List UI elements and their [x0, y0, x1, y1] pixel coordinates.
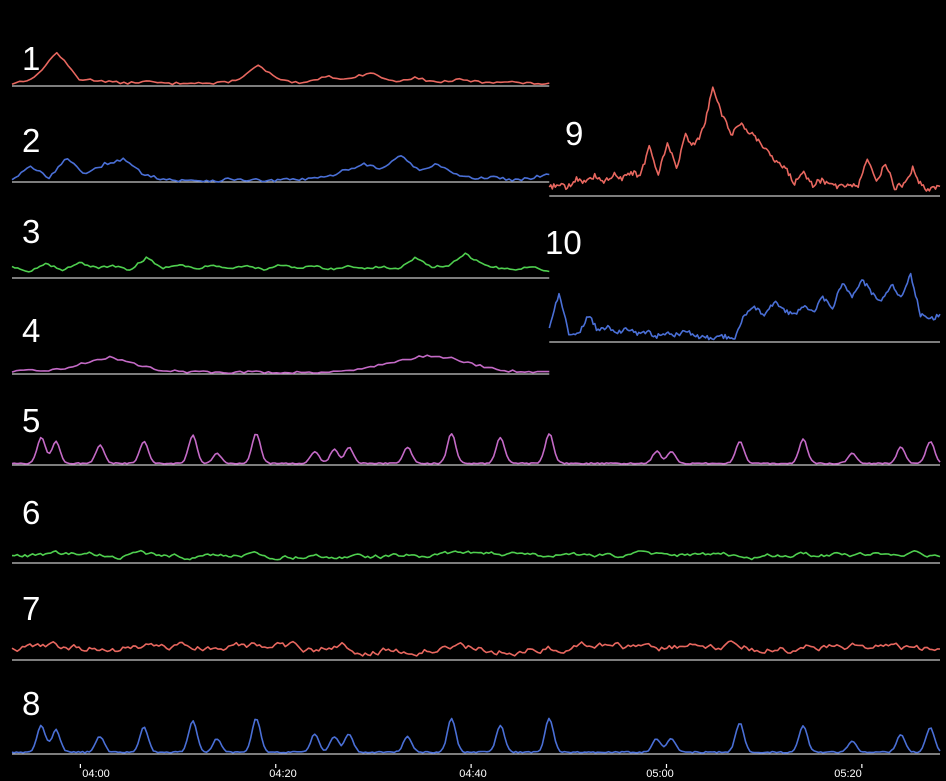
trace-label-8: 8 — [22, 685, 40, 722]
trace-line-2 — [11, 155, 550, 183]
trace-label-4: 4 — [22, 312, 40, 349]
trace-line-4 — [11, 354, 550, 375]
x-axis-ticks: 04:00 04:20 04:40 05:00 05:20 — [82, 768, 862, 780]
trace-line-5 — [11, 433, 941, 465]
trace-label-6: 6 — [22, 494, 40, 531]
trace-line-3 — [11, 252, 550, 273]
trace-label-9: 9 — [565, 115, 583, 152]
x-tick-label: 04:40 — [459, 768, 487, 780]
trace-label-2: 2 — [22, 122, 40, 159]
panels-layer — [11, 51, 941, 768]
x-tick-label: 04:20 — [269, 768, 297, 780]
trace-label-7: 7 — [22, 590, 40, 627]
trace-label-3: 3 — [22, 213, 40, 250]
trace-line-1 — [11, 51, 550, 86]
trace-label-10: 10 — [545, 224, 582, 261]
trace-line-8 — [11, 717, 941, 754]
trace-line-9 — [548, 86, 941, 192]
trace-line-7 — [11, 640, 941, 657]
x-tick-label: 05:20 — [834, 768, 862, 780]
trace-label-1: 1 — [22, 40, 40, 77]
trace-labels: 1 2 3 4 5 6 7 8 9 10 — [22, 40, 583, 722]
trace-label-5: 5 — [22, 402, 40, 439]
x-tick-label: 04:00 — [82, 768, 110, 780]
trace-line-6 — [11, 549, 941, 561]
x-tick-label: 05:00 — [646, 768, 674, 780]
trace-line-10 — [548, 272, 941, 341]
